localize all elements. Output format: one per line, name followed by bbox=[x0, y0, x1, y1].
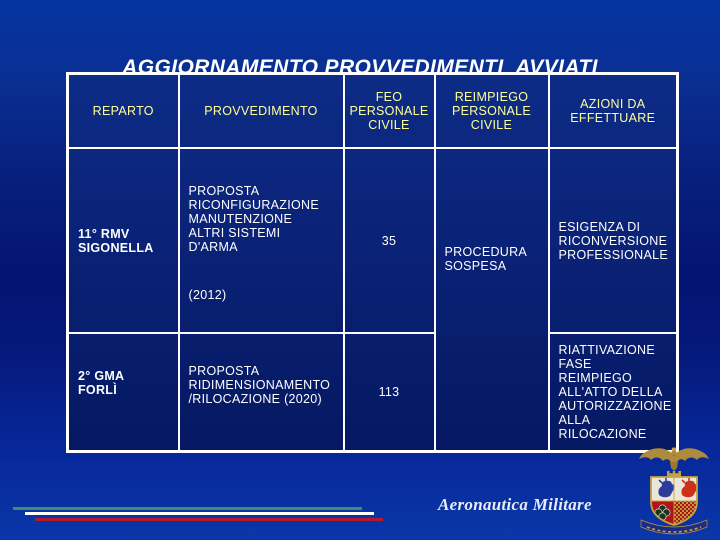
cell-reparto-sigonella: 11° RMV SIGONELLA bbox=[66, 147, 180, 334]
flag-stripe-green bbox=[13, 507, 362, 510]
flag-stripe-red bbox=[35, 518, 383, 521]
header-provvedimento: PROVVEDIMENTO bbox=[177, 72, 345, 149]
aeronautica-militare-crest-icon bbox=[639, 447, 709, 535]
header-feo-personale-civile: FEO PERSONALE CIVILE bbox=[342, 72, 436, 149]
flag-stripe-white bbox=[25, 512, 374, 515]
provvedimento-text: PROPOSTA RIDIMENSIONAMENTO /RILOCAZIONE … bbox=[188, 364, 331, 406]
table-header-row: REPARTO PROVVEDIMENTO FEO PERSONALE CIVI… bbox=[66, 72, 679, 149]
provvedimento-anno: (2012) bbox=[188, 288, 227, 302]
provvedimenti-table: REPARTO PROVVEDIMENTO FEO PERSONALE CIVI… bbox=[66, 72, 679, 453]
cell-provvedimento-sigonella: PROPOSTA RICONFIGURAZIONE MANUTENZIONE A… bbox=[177, 147, 345, 334]
provvedimento-text: PROPOSTA RICONFIGURAZIONE MANUTENZIONE A… bbox=[188, 184, 319, 254]
banner-icon bbox=[640, 519, 708, 535]
cell-azioni-forli: RIATTIVAZIONE FASE REIMPIEGO ALL'ATTO DE… bbox=[547, 332, 679, 453]
header-azioni-da-effettuare: AZIONI DA EFFETTUARE bbox=[547, 72, 679, 149]
table-row-sigonella: 11° RMV SIGONELLA PROPOSTA RICONFIGURAZI… bbox=[66, 147, 679, 453]
cell-feo-forli: 113 bbox=[342, 332, 436, 453]
eagle-icon bbox=[639, 447, 709, 471]
table-row-forli: 2° GMA FORLÌ PROPOSTA RIDIMENSIONAMENTO … bbox=[66, 332, 679, 453]
cell-feo-sigonella: 35 bbox=[342, 147, 436, 334]
crown-icon bbox=[667, 471, 681, 477]
header-reparto: REPARTO bbox=[66, 72, 180, 149]
header-reimpiego-personale-civile: REIMPIEGO PERSONALE CIVILE bbox=[433, 72, 550, 149]
aeronautica-militare-brand: Aeronautica Militare bbox=[438, 495, 592, 514]
cell-azioni-sigonella: ESIGENZA DI RICONVERSIONE PROFESSIONALE bbox=[547, 147, 679, 334]
cell-reparto-forli: 2° GMA FORLÌ bbox=[66, 332, 180, 453]
shield-icon bbox=[650, 476, 698, 526]
cell-provvedimento-forli: PROPOSTA RIDIMENSIONAMENTO /RILOCAZIONE … bbox=[177, 332, 345, 453]
cell-reimpiego-merged: PROCEDURA SOSPESA bbox=[433, 147, 550, 453]
